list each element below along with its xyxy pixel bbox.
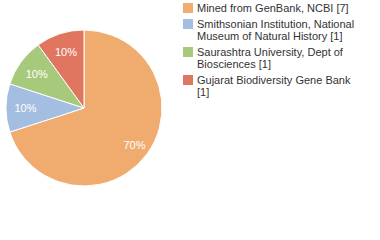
legend: Mined from GenBank, NCBI [7] Smithsonian … <box>183 2 354 98</box>
data-label: 10% <box>14 102 36 114</box>
pie <box>6 30 162 186</box>
data-label: 10% <box>26 68 48 80</box>
data-label: 10% <box>55 46 77 58</box>
legend-label: Gujarat Biodiversity Gene Bank[1] <box>197 74 351 98</box>
legend-swatch <box>183 75 193 85</box>
legend-label: Mined from GenBank, NCBI [7] <box>197 2 349 14</box>
legend-swatch <box>183 19 193 29</box>
pie-slice <box>10 30 162 186</box>
legend-swatch <box>183 47 193 57</box>
legend-label: Saurashtra University, Dept ofBioscience… <box>197 46 344 70</box>
data-label: 70% <box>123 139 145 151</box>
legend-swatch <box>183 3 193 13</box>
legend-label: Smithsonian Institution, NationalMuseum … <box>197 18 354 42</box>
chart: 70% 10% 10% 10% Mined from GenBank, NCBI [7]… <box>0 0 380 240</box>
